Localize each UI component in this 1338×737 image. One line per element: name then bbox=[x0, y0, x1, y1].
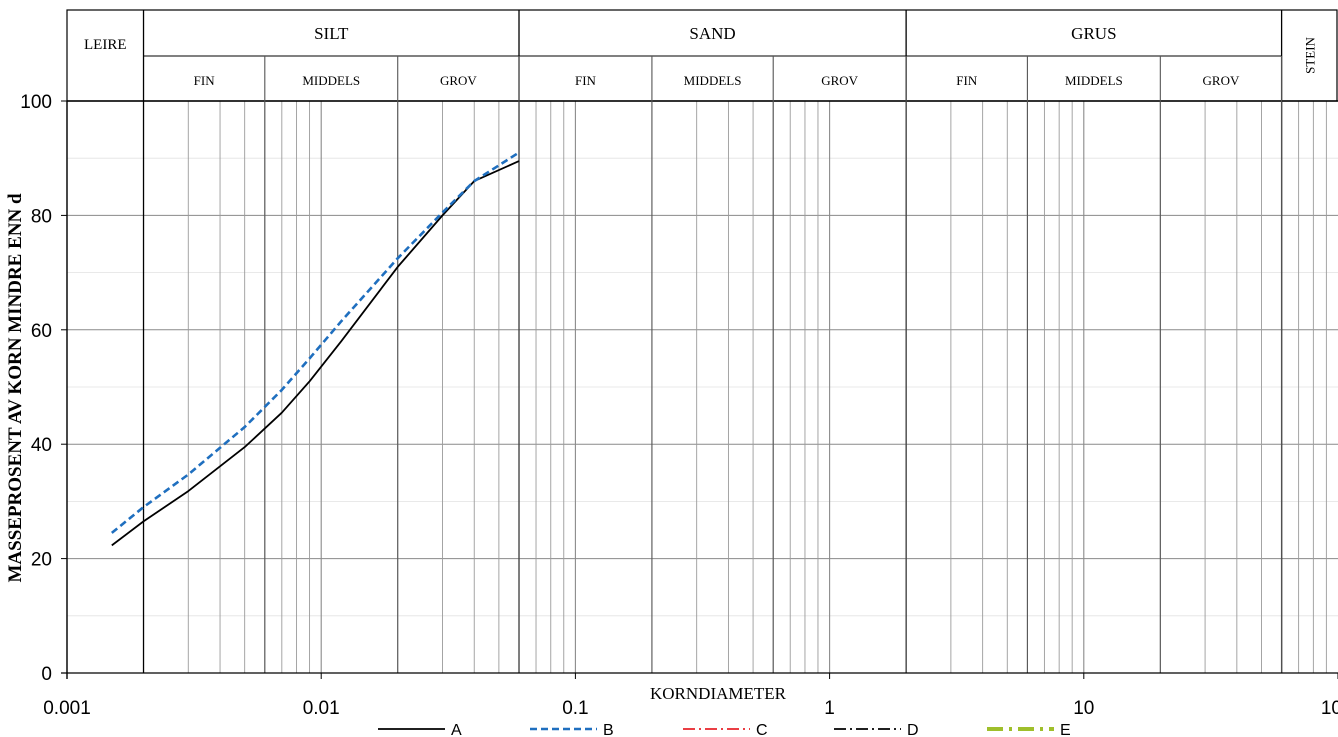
y-axis-label: MASSEPROSENT AV KORN MINDRE ENN d bbox=[5, 193, 26, 582]
legend-item-c: C bbox=[683, 722, 768, 737]
subclass-label: FIN bbox=[194, 73, 216, 88]
subclass-label: MIDDELS bbox=[684, 73, 742, 88]
subclass-label: FIN bbox=[575, 73, 597, 88]
y-tick-label: 20 bbox=[31, 550, 52, 571]
y-tick-label: 80 bbox=[31, 206, 52, 227]
legend: A B C D E bbox=[378, 722, 1071, 737]
x-tick-label: 10 bbox=[1321, 698, 1338, 719]
class-label: STEIN bbox=[1302, 36, 1317, 73]
series-line-a bbox=[111, 160, 520, 547]
legend-item-a: A bbox=[378, 722, 462, 737]
x-axis-label: KORNDIAMETER bbox=[650, 684, 787, 703]
y-tick-label: 0 bbox=[41, 664, 52, 685]
classification-header: LEIRE SILT SAND GRUS STEIN FIN MIDDELS GROV FIN M… bbox=[66, 9, 1338, 673]
subclass-label: GROV bbox=[821, 73, 858, 88]
x-tick-label: 0.1 bbox=[562, 698, 588, 719]
class-label: GRUS bbox=[1071, 24, 1116, 43]
legend-item-e: E bbox=[987, 722, 1071, 737]
x-tick-label: 1 bbox=[824, 698, 835, 719]
x-tick-label: 0.001 bbox=[43, 698, 91, 719]
horizontal-gridlines bbox=[67, 100, 1338, 617]
legend-label: E bbox=[1060, 722, 1071, 737]
series-line-b bbox=[110, 151, 520, 534]
axes bbox=[61, 101, 1338, 679]
subclass-label: MIDDELS bbox=[302, 73, 360, 88]
y-tick-label: 40 bbox=[31, 435, 52, 456]
tick-labels: 0 20 40 60 80 100 0.001 0.01 0.1 1 10 10 bbox=[20, 92, 1338, 719]
legend-label: B bbox=[603, 722, 614, 737]
subclass-label: GROV bbox=[1203, 73, 1240, 88]
y-tick-label: 100 bbox=[20, 92, 52, 113]
x-tick-label: 0.01 bbox=[303, 698, 340, 719]
x-tick-label: 10 bbox=[1073, 698, 1094, 719]
legend-item-d: D bbox=[834, 722, 919, 737]
class-label: LEIRE bbox=[84, 37, 127, 53]
class-label: SILT bbox=[314, 24, 349, 43]
series-lines bbox=[110, 151, 520, 547]
legend-item-b: B bbox=[530, 722, 614, 737]
legend-label: D bbox=[907, 722, 919, 737]
legend-label: C bbox=[756, 722, 768, 737]
y-tick-label: 60 bbox=[31, 321, 52, 342]
subclass-label: FIN bbox=[956, 73, 978, 88]
subclass-label: GROV bbox=[440, 73, 477, 88]
legend-label: A bbox=[451, 722, 462, 737]
class-label: SAND bbox=[689, 24, 735, 43]
subclass-label: MIDDELS bbox=[1065, 73, 1123, 88]
